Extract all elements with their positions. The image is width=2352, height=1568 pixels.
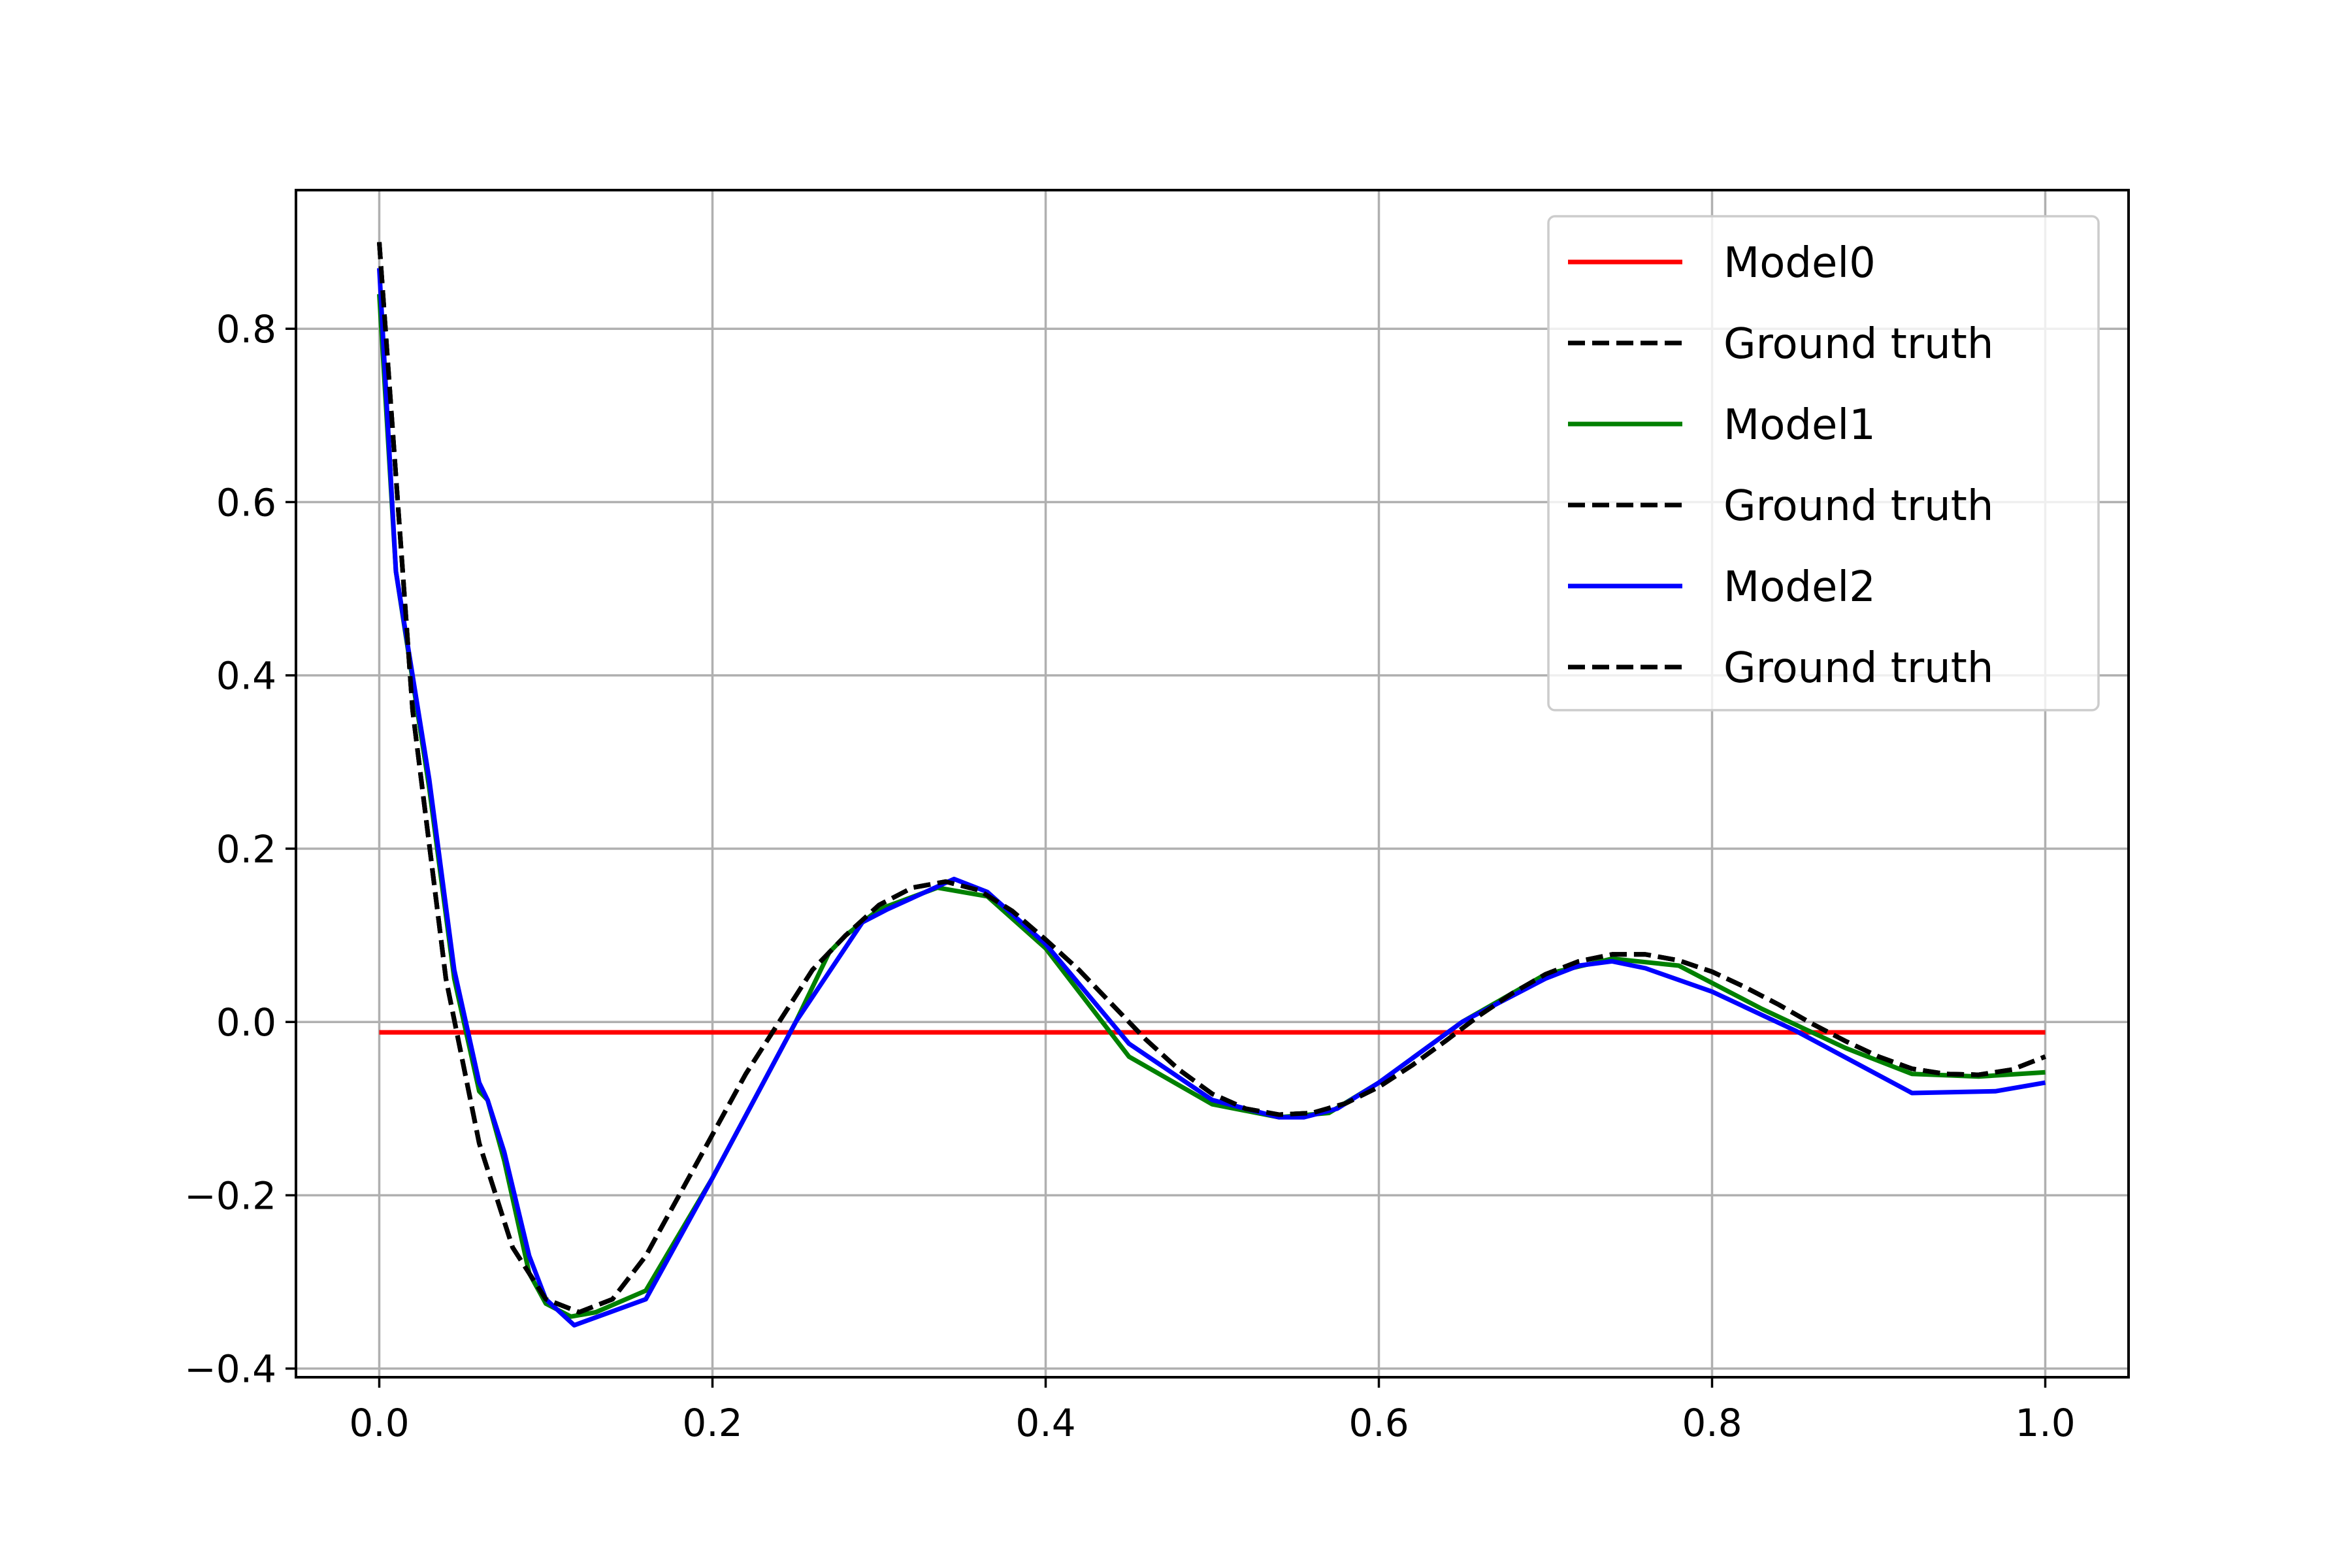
legend-label: Model1	[1723, 401, 1876, 449]
series-lines	[377, 242, 2046, 1328]
series-line-4-model2	[377, 268, 2046, 1328]
x-tick-label: 1.0	[2015, 1401, 2075, 1445]
y-tick-label: 0.0	[216, 1000, 276, 1045]
y-tick-label: 0.4	[216, 654, 276, 698]
axis-ticks: 0.0 0.2 0.4 0.6 0.8 1.0 −0.4 −0.2 0.0 0.2 0.4 0.6 0.…	[184, 307, 2075, 1445]
y-tick-label: 0.8	[216, 307, 276, 351]
y-tick-label: 0.6	[216, 480, 276, 525]
x-tick-label: 0.8	[1682, 1401, 1742, 1445]
legend-label: Ground truth	[1723, 644, 1993, 693]
y-tick-label: −0.4	[184, 1347, 276, 1392]
x-tick-label: 0.2	[682, 1401, 742, 1445]
y-tick-label: −0.2	[184, 1173, 276, 1218]
x-tick-label: 0.6	[1348, 1401, 1409, 1445]
x-tick-label: 0.0	[349, 1401, 409, 1445]
legend-label: Model2	[1723, 563, 1876, 612]
legend-box	[1547, 215, 2100, 711]
y-tick-label: 0.2	[216, 827, 276, 872]
legend-label: Ground truth	[1723, 482, 1993, 531]
legend-label: Ground truth	[1723, 320, 1993, 368]
legend: Model0 Ground truth Model1 Ground truth Mode…	[1547, 215, 2100, 711]
plot-frame	[295, 189, 2130, 1379]
legend-label: Model0	[1723, 239, 1876, 287]
x-tick-label: 0.4	[1015, 1401, 1075, 1445]
series-line-5-ground-truth	[377, 242, 2046, 1315]
